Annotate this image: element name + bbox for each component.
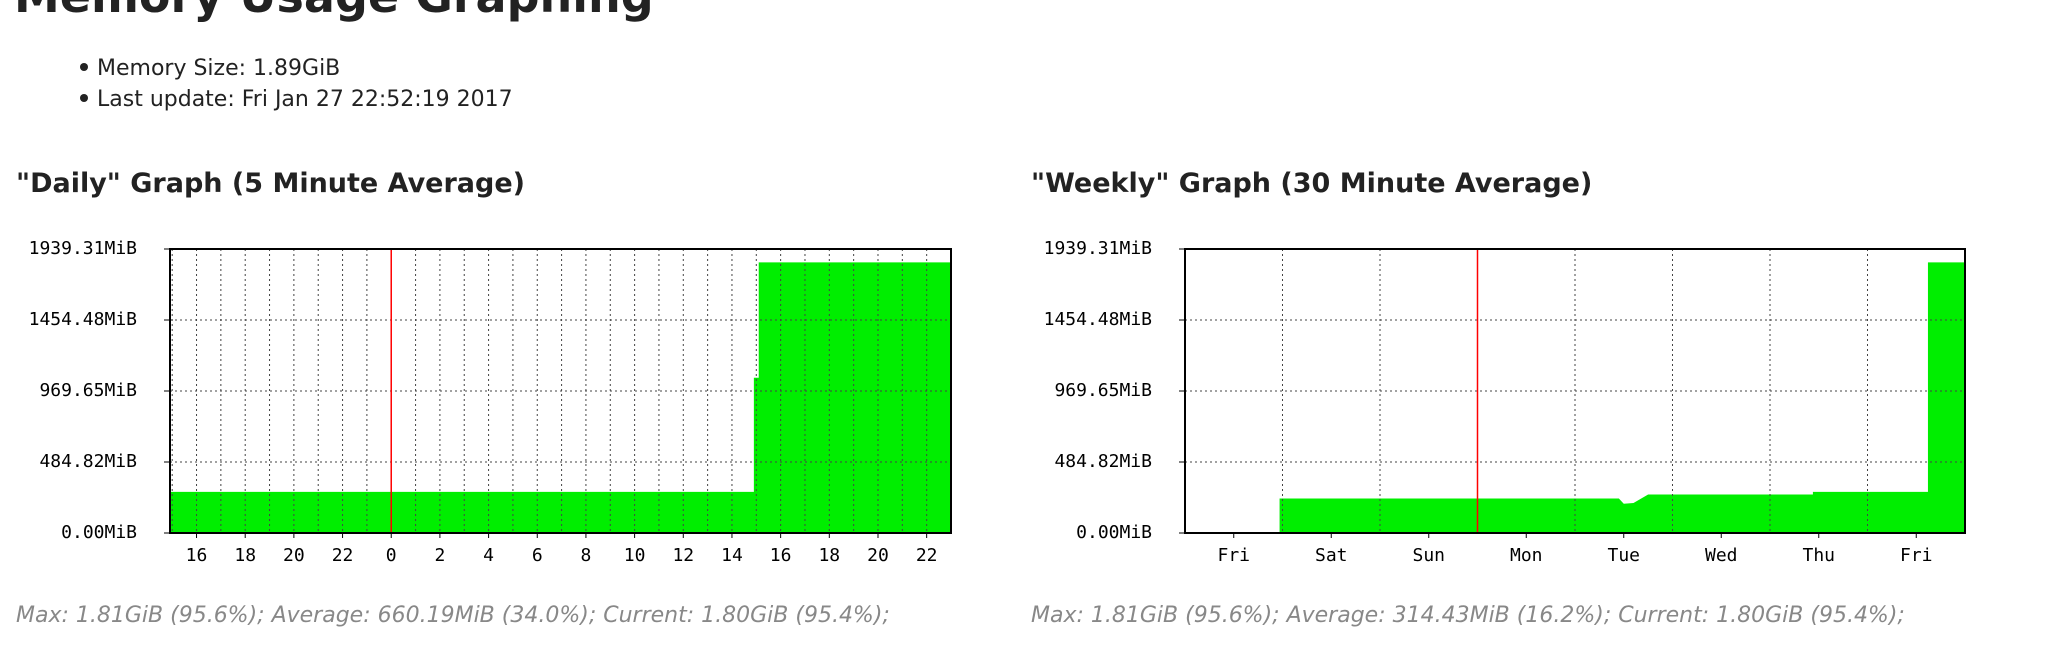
x-tick-label: Tue	[1607, 545, 1640, 566]
y-tick-label: 0.00MiB	[61, 522, 137, 543]
x-tick-label: 22	[916, 545, 938, 566]
x-tick-label: 0	[386, 545, 397, 566]
x-tick-label: 16	[770, 545, 792, 566]
area	[170, 262, 951, 533]
x-tick-label: 8	[581, 545, 592, 566]
x-tick-label: 4	[483, 545, 494, 566]
y-tick-label: 484.82MiB	[39, 451, 137, 472]
y-tick-label: 969.65MiB	[1054, 380, 1152, 401]
x-tick-label: 12	[672, 545, 694, 566]
x-tick-label: 22	[332, 545, 354, 566]
x-tick-label: 18	[818, 545, 840, 566]
chart-title: "Weekly" Graph (30 Minute Average)	[1031, 168, 1592, 199]
x-tick-label: Sat	[1315, 545, 1348, 566]
y-tick-label: 1939.31MiB	[29, 238, 137, 259]
x-tick-label: Fri	[1217, 545, 1250, 566]
x-tick-label: Thu	[1802, 545, 1835, 566]
x-tick-label: Sun	[1412, 545, 1445, 566]
summary: Max: 1.81GiB (95.6%); Average: 314.43MiB…	[1031, 603, 1905, 628]
y-tick-label: 0.00MiB	[1076, 522, 1152, 543]
x-tick-label: 14	[721, 545, 743, 566]
area	[1279, 262, 1965, 533]
chart-title: "Daily" Graph (5 Minute Average)	[16, 168, 525, 199]
x-tick-label: 20	[867, 545, 889, 566]
x-tick-label: Mon	[1510, 545, 1543, 566]
x-tick-label: 6	[532, 545, 543, 566]
x-tick-label: 20	[283, 545, 305, 566]
bullet	[80, 63, 88, 71]
y-tick-label: 969.65MiB	[39, 380, 137, 401]
info-item: Memory Size: 1.89GiB	[97, 56, 340, 81]
page-title: Memory Usage Graphing	[14, 0, 654, 23]
x-tick-label: Fri	[1900, 545, 1933, 566]
y-tick-label: 1454.48MiB	[29, 309, 137, 330]
plot-border	[169, 248, 952, 534]
x-tick-label: Wed	[1705, 545, 1738, 566]
y-tick-label: 1939.31MiB	[1044, 238, 1152, 259]
y-tick-label: 1454.48MiB	[1044, 309, 1152, 330]
bullet	[80, 94, 88, 102]
plot-border	[1184, 248, 1966, 534]
x-tick-label: 18	[234, 545, 256, 566]
x-tick-label: 16	[186, 545, 208, 566]
y-tick-label: 484.82MiB	[1054, 451, 1152, 472]
x-tick-label: 2	[434, 545, 445, 566]
summary: Max: 1.81GiB (95.6%); Average: 660.19MiB…	[16, 603, 890, 628]
x-tick-label: 10	[624, 545, 646, 566]
info-item: Last update: Fri Jan 27 22:52:19 2017	[97, 87, 513, 112]
